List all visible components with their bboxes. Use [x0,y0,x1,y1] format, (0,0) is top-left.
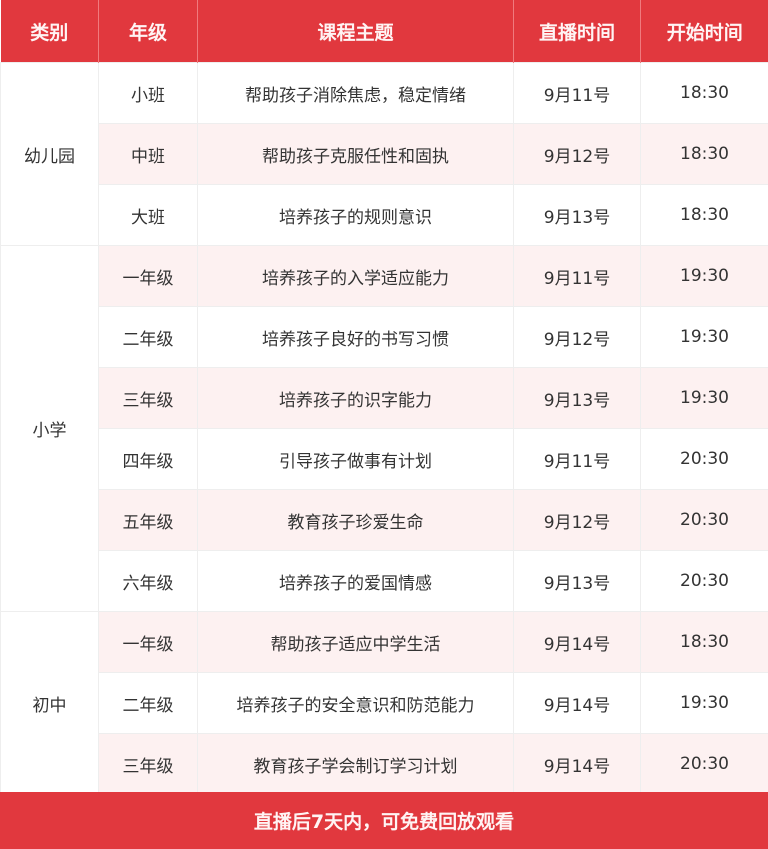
time-cell: 18:30 [640,123,768,185]
header-date: 直播时间 [513,0,641,63]
grade-cell: 三年级 [98,367,198,429]
time-cell: 19:30 [640,672,768,734]
footer-banner: 直播后7天内，可免费回放观看 [0,792,768,849]
time-cell: 20:30 [640,428,768,490]
time-cell: 18:30 [640,611,768,673]
topic-cell: 帮助孩子消除焦虑，稳定情绪 [197,62,514,124]
topic-cell: 培养孩子的入学适应能力 [197,245,514,307]
topic-cell: 培养孩子的规则意识 [197,184,514,246]
date-cell: 9月11号 [513,428,641,490]
table-row: 三年级 教育孩子学会制订学习计划 9月14号 20:30 [1,733,768,795]
time-cell: 18:30 [640,184,768,246]
date-cell: 9月12号 [513,306,641,368]
date-cell: 9月14号 [513,733,641,795]
topic-cell: 帮助孩子克服任性和固执 [197,123,514,185]
grade-cell: 一年级 [98,245,198,307]
schedule-table: 类别 年级 课程主题 直播时间 开始时间 幼儿园 小班 帮助孩子消除焦虑，稳定情绪 9… [0,0,768,795]
topic-cell: 帮助孩子适应中学生活 [197,611,514,673]
table-row: 五年级 教育孩子珍爱生命 9月12号 20:30 [1,489,768,551]
category-cell: 初中 [0,611,99,795]
topic-cell: 引导孩子做事有计划 [197,428,514,490]
grade-cell: 四年级 [98,428,198,490]
date-cell: 9月12号 [513,489,641,551]
table-row: 六年级 培养孩子的爱国情感 9月13号 20:30 [1,550,768,612]
time-cell: 20:30 [640,489,768,551]
table-row: 初中 一年级 帮助孩子适应中学生活 9月14号 18:30 [0,611,768,795]
topic-cell: 培养孩子的爱国情感 [197,550,514,612]
date-cell: 9月12号 [513,123,641,185]
topic-cell: 培养孩子良好的书写习惯 [197,306,514,368]
header-category: 类别 [0,0,99,63]
category-cell: 小学 [0,245,99,612]
date-cell: 9月14号 [513,672,641,734]
table-row: 中班 帮助孩子克服任性和固执 9月12号 18:30 [1,123,768,185]
table-row: 大班 培养孩子的规则意识 9月13号 18:30 [1,184,768,246]
time-cell: 18:30 [640,62,768,124]
topic-cell: 培养孩子的安全意识和防范能力 [197,672,514,734]
table-row: 二年级 培养孩子的安全意识和防范能力 9月14号 19:30 [1,672,768,734]
grade-cell: 大班 [98,184,198,246]
time-cell: 19:30 [640,367,768,429]
table-row: 二年级 培养孩子良好的书写习惯 9月12号 19:30 [1,306,768,368]
time-cell: 20:30 [640,733,768,795]
topic-cell: 教育孩子珍爱生命 [197,489,514,551]
header-time: 开始时间 [640,0,768,63]
date-cell: 9月11号 [513,245,641,307]
table-row: 四年级 引导孩子做事有计划 9月11号 20:30 [1,428,768,490]
table-row: 小学 一年级 培养孩子的入学适应能力 9月11号 19:30 [0,245,768,612]
header-topic: 课程主题 [197,0,514,63]
time-cell: 19:30 [640,245,768,307]
topic-cell: 培养孩子的识字能力 [197,367,514,429]
date-cell: 9月11号 [513,62,641,124]
date-cell: 9月13号 [513,367,641,429]
table-row: 三年级 培养孩子的识字能力 9月13号 19:30 [1,367,768,429]
grade-cell: 二年级 [98,672,198,734]
time-cell: 19:30 [640,306,768,368]
grade-cell: 五年级 [98,489,198,551]
date-cell: 9月14号 [513,611,641,673]
header-grade: 年级 [98,0,198,63]
grade-cell: 二年级 [98,306,198,368]
category-cell: 幼儿园 [0,62,99,246]
table-row: 幼儿园 小班 帮助孩子消除焦虑，稳定情绪 9月11号 18:30 [0,62,768,246]
date-cell: 9月13号 [513,550,641,612]
grade-cell: 中班 [98,123,198,185]
time-cell: 20:30 [640,550,768,612]
grade-cell: 六年级 [98,550,198,612]
date-cell: 9月13号 [513,184,641,246]
grade-cell: 三年级 [98,733,198,795]
grade-cell: 一年级 [98,611,198,673]
grade-cell: 小班 [98,62,198,124]
topic-cell: 教育孩子学会制订学习计划 [197,733,514,795]
header-row: 类别 年级 课程主题 直播时间 开始时间 [0,0,768,63]
